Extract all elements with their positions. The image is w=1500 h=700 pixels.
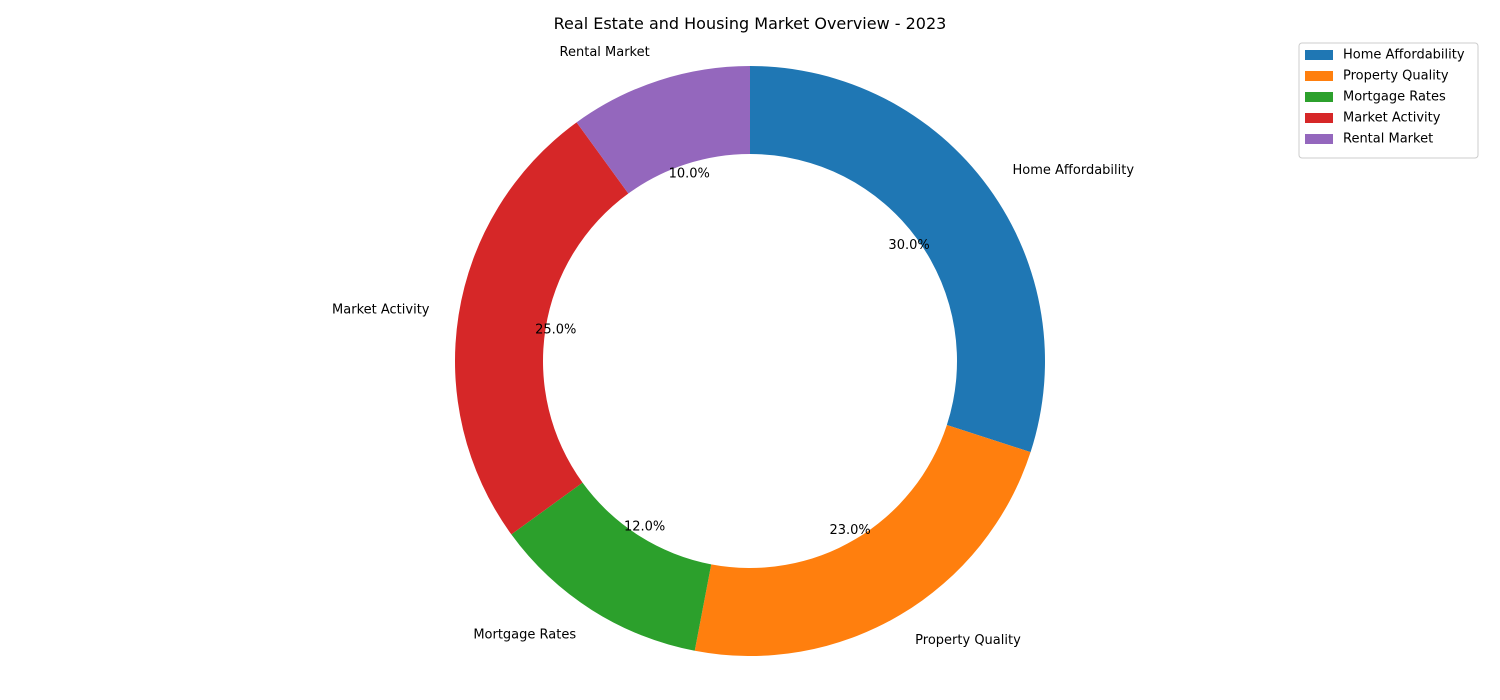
- legend-label-market-activity: Market Activity: [1343, 111, 1441, 126]
- legend-swatch-home-affordability: [1305, 50, 1333, 60]
- labels-layer: Home Affordability 30.0% Property Quality 2…: [332, 45, 1134, 648]
- pct-label-mortgage-rates: 12.0%: [624, 520, 665, 535]
- slice-rental-market: [576, 66, 750, 194]
- slice-label-market-activity: Market Activity: [332, 303, 430, 318]
- slices-layer: [454, 66, 1045, 656]
- slice-label-mortgage-rates: Mortgage Rates: [473, 627, 576, 642]
- legend-label-rental-market: Rental Market: [1343, 132, 1433, 147]
- pct-label-home-affordability: 30.0%: [888, 238, 929, 253]
- legend-label-home-affordability: Home Affordability: [1343, 48, 1465, 63]
- chart-title: Real Estate and Housing Market Overview …: [554, 14, 947, 33]
- legend-swatch-mortgage-rates: [1305, 92, 1333, 102]
- legend-swatch-rental-market: [1305, 134, 1333, 144]
- slice-property-quality: [694, 424, 1031, 656]
- legend-swatch-market-activity: [1305, 113, 1333, 123]
- slice-home-affordability: [750, 66, 1045, 453]
- pct-label-rental-market: 10.0%: [669, 166, 710, 181]
- slice-mortgage-rates: [511, 482, 712, 651]
- pct-label-market-activity: 25.0%: [535, 323, 576, 338]
- legend-label-mortgage-rates: Mortgage Rates: [1343, 90, 1446, 105]
- legend: Home Affordability Property Quality Mortga…: [1298, 42, 1479, 159]
- slice-market-activity: [454, 122, 629, 535]
- legend-label-property-quality: Property Quality: [1343, 69, 1449, 84]
- slice-label-property-quality: Property Quality: [915, 633, 1021, 648]
- pct-label-property-quality: 23.0%: [829, 523, 870, 538]
- slice-label-home-affordability: Home Affordability: [1013, 163, 1135, 178]
- legend-frame: [1298, 42, 1479, 159]
- legend-swatch-property-quality: [1305, 71, 1333, 81]
- slice-label-rental-market: Rental Market: [560, 45, 650, 60]
